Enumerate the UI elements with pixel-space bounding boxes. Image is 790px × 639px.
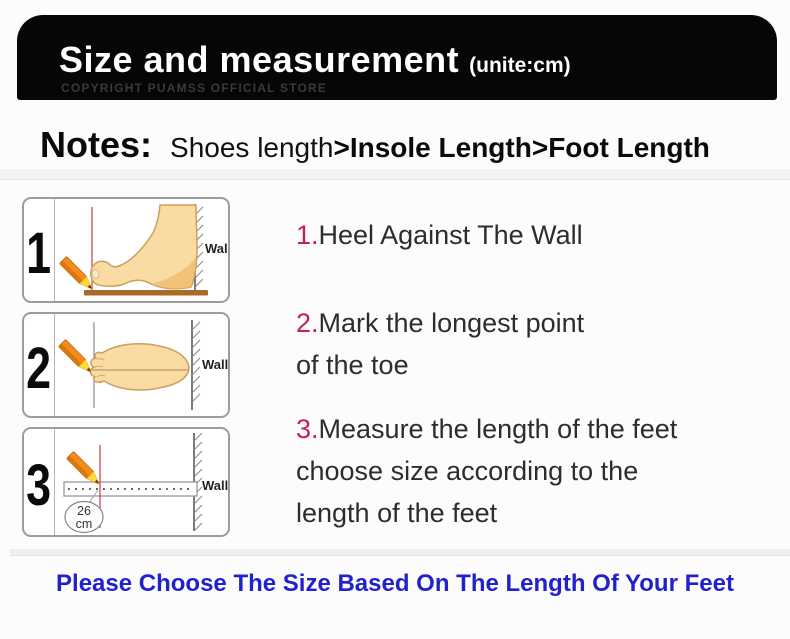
instruction-3-text: Measure the length of the feet [318,414,678,444]
toe-lines [94,358,106,378]
step-1-number-cell: 1 [24,199,55,301]
pencil-icon [66,451,100,485]
header-title-row: Size and measurement (unite:cm) [59,39,571,81]
instruction-line: choose size according to the [296,456,639,486]
callout-pointer [88,489,99,504]
instruction-line: 1.Heel Against The Wall [296,214,583,256]
instruction-step-1: 1.Heel Against The Wall [296,214,583,256]
instruction-line: 3.Measure the length of the feet [296,408,677,450]
step-1-number: 1 [26,219,52,286]
instruction-line: 2.Mark the longest point [296,302,584,344]
floor-bar [84,290,208,296]
step-3-number: 3 [26,451,52,518]
step-panel-1: 1 Wall [22,197,230,303]
measured-value: 26 [77,504,91,518]
ruler-measure-diagram: Wall 26 cm [63,432,228,534]
unit-note: (unite:cm) [469,54,571,77]
notes-label: Notes: [40,124,153,165]
notes-text-plain: Shoes length [170,132,334,163]
step-1-illustration: Wall [55,199,228,301]
measurement-callout: 26 cm [64,500,104,534]
separator-bottom [10,549,790,556]
instruction-step-3: 3.Measure the length of the feet choose … [296,408,677,534]
instruction-2-number: 2. [296,308,319,338]
step-3-illustration: Wall 26 cm [55,429,228,535]
header-banner: Size and measurement (unite:cm) COPYRIGH… [17,15,777,100]
ruler [63,481,198,497]
wall-label: Wall [205,241,228,256]
pencil-icon [58,339,92,373]
foot-top-view-diagram: Wall [58,320,228,410]
footer-message: Please Choose The Size Based On The Leng… [56,570,734,597]
toenail [91,269,100,279]
wall-hatch [191,320,201,410]
notes-text-bold: >Insole Length>Foot Length [333,132,710,163]
instruction-line: length of the feet [296,498,498,528]
measured-unit: cm [76,517,93,531]
instruction-line: of the toe [296,350,409,380]
foot-side-view-diagram: Wall [59,204,228,296]
step-2-number-cell: 2 [24,314,55,416]
step-panel-2: 2 Wall [22,312,230,418]
step-panel-3: 3 Wall [22,427,230,537]
notes-line: Notes: Shoes length>Insole Length>Foot L… [40,124,710,166]
step-2-illustration: Wall [55,314,228,416]
step-2-number: 2 [26,334,52,401]
step-3-number-cell: 3 [24,429,55,535]
instruction-step-2: 2.Mark the longest point of the toe [296,302,584,386]
wall-label: Wall [202,478,228,493]
instruction-1-number: 1. [296,220,319,250]
store-watermark: COPYRIGHT PUAMSS OFFICIAL STORE [61,81,328,95]
separator-top [0,169,790,180]
foot-top-shape [89,343,190,391]
instruction-3-number: 3. [296,414,319,444]
wall-label: Wall [202,357,228,372]
notes-text: Shoes length>Insole Length>Foot Length [170,132,710,164]
foot-side-shape [90,204,198,290]
instruction-2-text: Mark the longest point [318,308,585,338]
instruction-1-text: Heel Against The Wall [318,220,583,250]
page-title: Size and measurement [59,39,460,80]
pencil-icon [59,256,93,290]
